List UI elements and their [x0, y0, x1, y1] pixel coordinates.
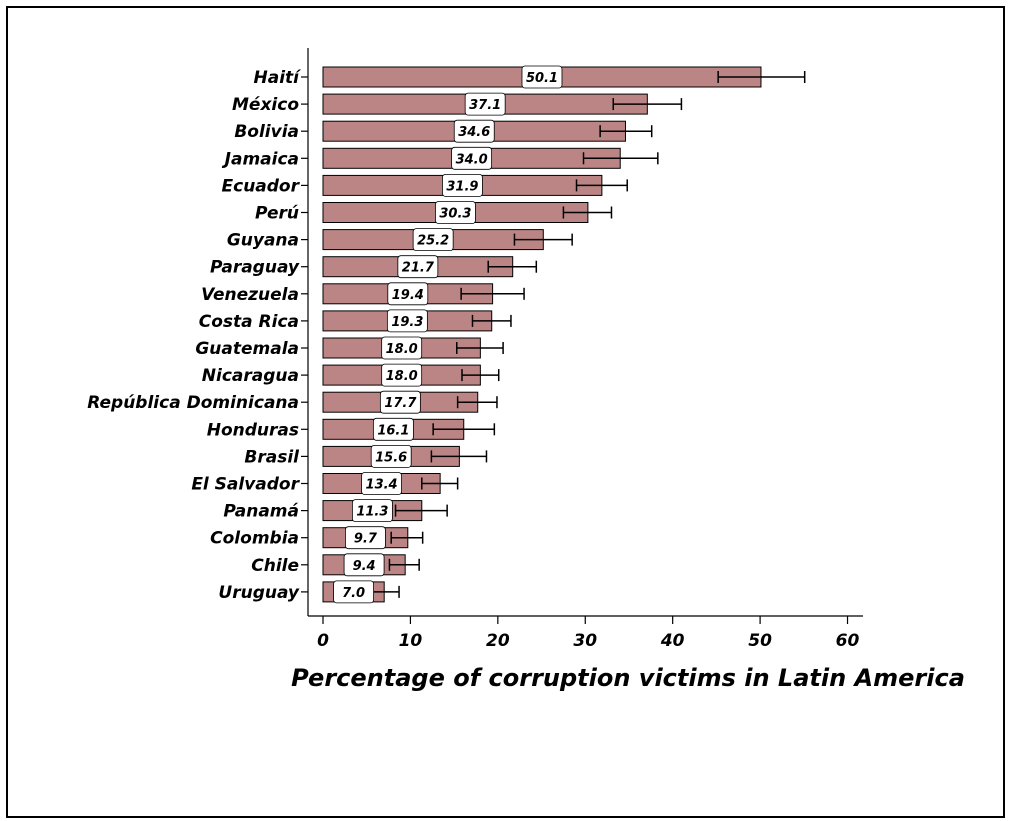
x-axis-title: Percentage of corruption victims in Lati… [291, 664, 965, 692]
error-bar [582, 152, 659, 165]
svg-text:9.4: 9.4 [353, 559, 376, 574]
x-tick-label: 40 [660, 631, 685, 651]
category-label: Costa Rica [199, 312, 299, 332]
error-bar [460, 287, 525, 300]
category-label: Bolivia [234, 122, 299, 142]
chart-frame: 50.1 37.1 34.6 34.0 31.9 30.3 25.2 21.7 19.4 19.3… [6, 6, 1005, 818]
value-label: 19.3 [386, 309, 428, 333]
category-label: Uruguay [218, 583, 300, 603]
svg-text:16.1: 16.1 [377, 423, 409, 438]
value-label: 34.6 [453, 119, 495, 143]
svg-text:7.0: 7.0 [342, 586, 365, 601]
error-bar [421, 477, 459, 490]
value-label: 19.4 [387, 282, 429, 306]
category-label: Panamá [223, 502, 299, 522]
x-tick-label: 10 [399, 631, 423, 651]
error-bar [394, 504, 448, 517]
x-tick-label: 30 [573, 631, 597, 651]
value-label: 9.4 [343, 553, 385, 577]
svg-text:19.4: 19.4 [392, 288, 424, 303]
error-bar [432, 423, 496, 436]
error-bar [471, 314, 512, 327]
svg-text:17.7: 17.7 [384, 396, 417, 411]
svg-text:18.0: 18.0 [386, 369, 418, 384]
axes-layer [301, 48, 863, 624]
error-bar [487, 260, 538, 273]
category-label: Brasil [244, 447, 300, 467]
svg-text:37.1: 37.1 [469, 98, 501, 113]
category-label: República Dominicana [87, 393, 299, 413]
svg-text:31.9: 31.9 [446, 179, 478, 194]
category-label: Chile [251, 556, 299, 576]
category-label: México [232, 95, 299, 115]
svg-text:19.3: 19.3 [391, 315, 423, 330]
category-label: Guyana [227, 231, 299, 251]
error-bar [456, 396, 498, 409]
value-label: 18.0 [381, 336, 423, 360]
category-label: Guatemala [195, 339, 299, 359]
value-label: 50.1 [521, 65, 563, 89]
category-label: Perú [255, 204, 299, 224]
tick-labels-layer: 0 10 20 30 40 50 60 [317, 631, 859, 651]
error-bar [575, 179, 628, 192]
category-label: Honduras [207, 420, 299, 440]
svg-text:50.1: 50.1 [526, 71, 558, 86]
value-label: 13.4 [361, 472, 402, 495]
error-bar [461, 369, 500, 382]
category-label: Paraguay [210, 258, 300, 278]
svg-text:9.7: 9.7 [354, 532, 378, 547]
value-labels-layer: 50.1 37.1 34.6 34.0 31.9 30.3 25.2 21.7 19.4 19.3… [333, 65, 563, 604]
category-labels-layer: Haití México Bolivia Jamaica Ecuador Perú Guya… [87, 68, 301, 603]
x-tick-label: 0 [317, 631, 329, 651]
value-label: 9.7 [344, 526, 386, 550]
x-tick-label: 20 [486, 631, 510, 651]
value-label: 31.9 [442, 173, 483, 197]
error-bar [612, 98, 683, 111]
value-label: 34.0 [451, 146, 493, 170]
value-label: 15.6 [370, 444, 412, 468]
value-label: 17.7 [379, 390, 421, 414]
value-label: 37.1 [464, 92, 506, 116]
category-label: Venezuela [201, 285, 299, 305]
bars-layer [322, 66, 762, 603]
svg-text:13.4: 13.4 [366, 478, 398, 493]
x-tick-label: 50 [748, 631, 772, 651]
svg-text:21.7: 21.7 [402, 261, 435, 276]
category-label: Haití [254, 68, 302, 88]
value-label: 21.7 [397, 255, 439, 279]
svg-text:34.0: 34.0 [456, 152, 488, 167]
value-label: 25.2 [412, 228, 454, 252]
error-bars-layer [368, 71, 806, 598]
value-label: 7.0 [333, 580, 374, 604]
svg-text:34.6: 34.6 [458, 125, 490, 140]
value-label: 18.0 [381, 363, 423, 387]
error-bar [562, 206, 613, 219]
error-bar [456, 342, 504, 354]
svg-text:11.3: 11.3 [356, 505, 388, 520]
category-label: Colombia [210, 529, 299, 549]
error-bar [390, 531, 424, 544]
error-bar [430, 450, 488, 463]
svg-text:30.3: 30.3 [439, 207, 471, 222]
x-tick-label: 60 [836, 631, 860, 651]
category-label: Jamaica [222, 149, 299, 169]
value-label: 30.3 [435, 201, 476, 224]
category-label: Ecuador [222, 176, 301, 196]
svg-text:15.6: 15.6 [375, 450, 407, 465]
error-bar [513, 233, 573, 246]
value-label: 11.3 [351, 499, 393, 523]
bar-chart: 50.1 37.1 34.6 34.0 31.9 30.3 25.2 21.7 19.4 19.3… [87, 48, 965, 692]
svg-text:18.0: 18.0 [386, 342, 418, 357]
value-label: 16.1 [372, 417, 414, 441]
error-bar [717, 71, 806, 83]
error-bar [388, 558, 420, 571]
category-label: El Salvador [191, 475, 300, 495]
error-bar [599, 125, 653, 138]
svg-text:25.2: 25.2 [417, 234, 449, 249]
category-label: Nicaragua [202, 366, 299, 386]
